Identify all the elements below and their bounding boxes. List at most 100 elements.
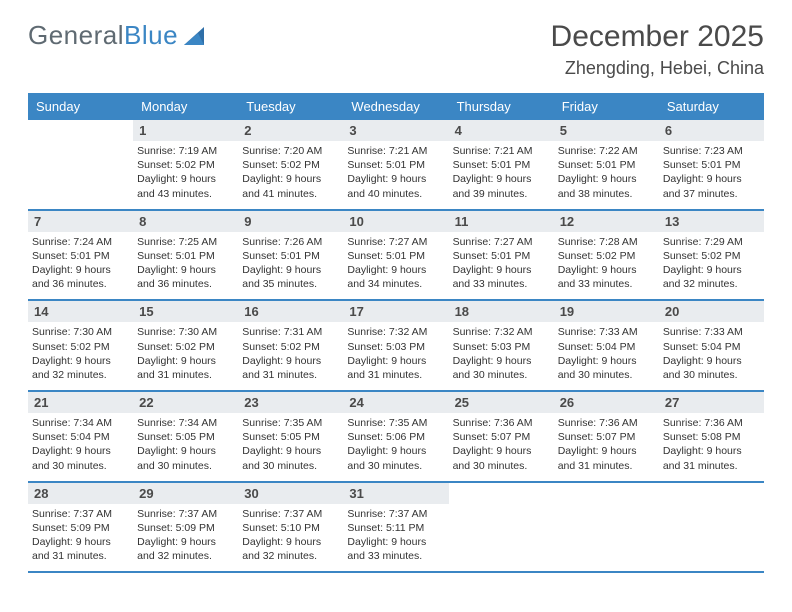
sunrise-text: Sunrise: 7:32 AM (347, 325, 444, 339)
day-number: 18 (449, 301, 554, 322)
day-cell: 6Sunrise: 7:23 AMSunset: 5:01 PMDaylight… (659, 120, 764, 209)
sunset-text: Sunset: 5:01 PM (137, 249, 234, 263)
day-info: Sunrise: 7:30 AMSunset: 5:02 PMDaylight:… (32, 325, 129, 382)
day-number: 23 (238, 392, 343, 413)
sunset-text: Sunset: 5:09 PM (137, 521, 234, 535)
sunset-text: Sunset: 5:05 PM (242, 430, 339, 444)
day-info: Sunrise: 7:21 AMSunset: 5:01 PMDaylight:… (347, 144, 444, 201)
sunset-text: Sunset: 5:02 PM (242, 158, 339, 172)
daylight-text: Daylight: 9 hours and 35 minutes. (242, 263, 339, 291)
day-info: Sunrise: 7:37 AMSunset: 5:11 PMDaylight:… (347, 507, 444, 564)
day-info: Sunrise: 7:25 AMSunset: 5:01 PMDaylight:… (137, 235, 234, 292)
daylight-text: Daylight: 9 hours and 32 minutes. (137, 535, 234, 563)
week-row: 1Sunrise: 7:19 AMSunset: 5:02 PMDaylight… (28, 120, 764, 211)
day-number: 31 (343, 483, 448, 504)
day-cell: 11 Sunrise: 7:27 AMSunset: 5:01 PMDayligh… (449, 211, 554, 300)
day-cell: 26Sunrise: 7:36 AMSunset: 5:07 PMDayligh… (554, 392, 659, 481)
day-cell (554, 483, 659, 572)
dayname: Sunday (28, 93, 133, 120)
day-cell (449, 483, 554, 572)
sunrise-text: Sunrise: 7:19 AM (137, 144, 234, 158)
sunset-text: Sunset: 5:10 PM (242, 521, 339, 535)
daylight-text: Daylight: 9 hours and 32 minutes. (242, 535, 339, 563)
day-number: 21 (28, 392, 133, 413)
sunrise-text: Sunrise: 7:35 AM (347, 416, 444, 430)
calendar-page: GeneralBlue December 2025 Zhengding, Heb… (0, 0, 792, 612)
day-cell: 2Sunrise: 7:20 AMSunset: 5:02 PMDaylight… (238, 120, 343, 209)
day-number: 2 (238, 120, 343, 141)
day-number: 11 (449, 211, 554, 232)
dayname: Tuesday (238, 93, 343, 120)
day-cell: 31 Sunrise: 7:37 AMSunset: 5:11 PMDayligh… (343, 483, 448, 572)
logo-text-blue: Blue (124, 20, 178, 51)
sunrise-text: Sunrise: 7:36 AM (663, 416, 760, 430)
dayname: Friday (554, 93, 659, 120)
sunset-text: Sunset: 5:02 PM (32, 340, 129, 354)
day-info: Sunrise: 7:32 AMSunset: 5:03 PMDaylight:… (453, 325, 550, 382)
month-title: December 2025 (551, 20, 764, 54)
sunrise-text: Sunrise: 7:33 AM (663, 325, 760, 339)
day-cell: 27Sunrise: 7:36 AMSunset: 5:08 PMDayligh… (659, 392, 764, 481)
day-info: Sunrise: 7:34 AMSunset: 5:04 PMDaylight:… (32, 416, 129, 473)
day-cell: 21 Sunrise: 7:34 AMSunset: 5:04 PMDayligh… (28, 392, 133, 481)
daylight-text: Daylight: 9 hours and 37 minutes. (663, 172, 760, 200)
day-number (554, 483, 659, 489)
day-info: Sunrise: 7:33 AMSunset: 5:04 PMDaylight:… (558, 325, 655, 382)
day-cell: 17Sunrise: 7:32 AMSunset: 5:03 PMDayligh… (343, 301, 448, 390)
sunset-text: Sunset: 5:02 PM (663, 249, 760, 263)
daylight-text: Daylight: 9 hours and 31 minutes. (242, 354, 339, 382)
day-cell: 24Sunrise: 7:35 AMSunset: 5:06 PMDayligh… (343, 392, 448, 481)
sunset-text: Sunset: 5:01 PM (242, 249, 339, 263)
day-number (449, 483, 554, 489)
dayname: Thursday (449, 93, 554, 120)
day-number (28, 120, 133, 126)
daylight-text: Daylight: 9 hours and 36 minutes. (32, 263, 129, 291)
day-number: 24 (343, 392, 448, 413)
sunrise-text: Sunrise: 7:32 AM (453, 325, 550, 339)
sunset-text: Sunset: 5:01 PM (558, 158, 655, 172)
sunset-text: Sunset: 5:04 PM (32, 430, 129, 444)
day-info: Sunrise: 7:34 AMSunset: 5:05 PMDaylight:… (137, 416, 234, 473)
day-number: 1 (133, 120, 238, 141)
sunrise-text: Sunrise: 7:27 AM (453, 235, 550, 249)
week-row: 14Sunrise: 7:30 AMSunset: 5:02 PMDayligh… (28, 301, 764, 392)
daylight-text: Daylight: 9 hours and 41 minutes. (242, 172, 339, 200)
day-number: 19 (554, 301, 659, 322)
day-cell: 18 Sunrise: 7:32 AMSunset: 5:03 PMDayligh… (449, 301, 554, 390)
day-info: Sunrise: 7:37 AMSunset: 5:10 PMDaylight:… (242, 507, 339, 564)
day-cell: 5Sunrise: 7:22 AMSunset: 5:01 PMDaylight… (554, 120, 659, 209)
day-number: 20 (659, 301, 764, 322)
day-info: Sunrise: 7:21 AMSunset: 5:01 PMDaylight:… (453, 144, 550, 201)
sunrise-text: Sunrise: 7:21 AM (453, 144, 550, 158)
day-cell: 9Sunrise: 7:26 AMSunset: 5:01 PMDaylight… (238, 211, 343, 300)
day-cell: 19 Sunrise: 7:33 AMSunset: 5:04 PMDayligh… (554, 301, 659, 390)
day-cell (28, 120, 133, 209)
week-row: 21 Sunrise: 7:34 AMSunset: 5:04 PMDayligh… (28, 392, 764, 483)
day-info: Sunrise: 7:27 AMSunset: 5:01 PMDaylight:… (453, 235, 550, 292)
day-info: Sunrise: 7:33 AMSunset: 5:04 PMDaylight:… (663, 325, 760, 382)
day-cell: 16Sunrise: 7:31 AMSunset: 5:02 PMDayligh… (238, 301, 343, 390)
day-number: 5 (554, 120, 659, 141)
day-number (659, 483, 764, 489)
daylight-text: Daylight: 9 hours and 40 minutes. (347, 172, 444, 200)
day-number: 30 (238, 483, 343, 504)
sunrise-text: Sunrise: 7:21 AM (347, 144, 444, 158)
day-number: 10 (343, 211, 448, 232)
daylight-text: Daylight: 9 hours and 30 minutes. (453, 444, 550, 472)
daylight-text: Daylight: 9 hours and 31 minutes. (558, 444, 655, 472)
sunset-text: Sunset: 5:11 PM (347, 521, 444, 535)
dayname: Saturday (659, 93, 764, 120)
day-number: 15 (133, 301, 238, 322)
logo-text-gray: General (28, 20, 124, 51)
logo: GeneralBlue (28, 20, 206, 51)
daylight-text: Daylight: 9 hours and 30 minutes. (242, 444, 339, 472)
sunset-text: Sunset: 5:07 PM (558, 430, 655, 444)
day-number: 4 (449, 120, 554, 141)
day-number: 13 (659, 211, 764, 232)
location: Zhengding, Hebei, China (551, 58, 764, 79)
day-cell: 1Sunrise: 7:19 AMSunset: 5:02 PMDaylight… (133, 120, 238, 209)
title-block: December 2025 Zhengding, Hebei, China (551, 20, 764, 79)
day-number: 3 (343, 120, 448, 141)
day-info: Sunrise: 7:37 AMSunset: 5:09 PMDaylight:… (137, 507, 234, 564)
day-number: 22 (133, 392, 238, 413)
